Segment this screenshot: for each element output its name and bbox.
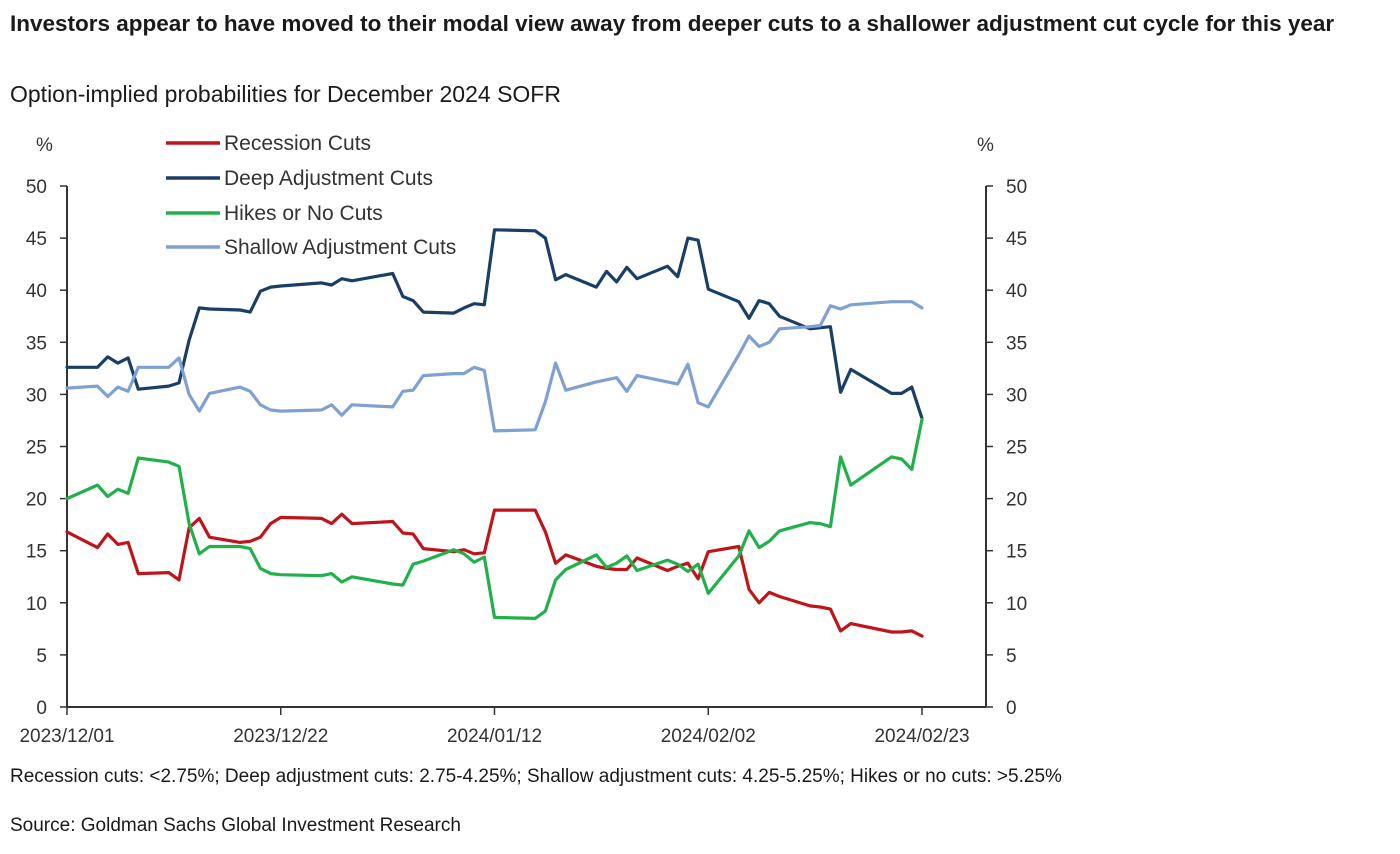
left-y-tick-label: 35	[26, 333, 47, 354]
left-y-tick-label: 45	[26, 229, 47, 250]
right-axis-unit: %	[977, 135, 994, 156]
right-y-tick-label: 0	[1006, 698, 1017, 719]
left-y-tick-label: 25	[26, 438, 47, 459]
legend-label-shallow: Shallow Adjustment Cuts	[224, 236, 456, 259]
right-y-tick-label: 30	[1006, 385, 1027, 406]
x-tick-label: 2023/12/01	[19, 726, 114, 747]
right-y-tick-label: 20	[1006, 490, 1027, 511]
series-line-hikes	[65, 417, 924, 621]
right-y-tick-label: 15	[1006, 542, 1027, 563]
right-y-tick-label: 10	[1006, 594, 1027, 615]
left-y-tick-label: 10	[26, 594, 47, 615]
left-axis-unit: %	[36, 135, 53, 156]
series-line-deep	[65, 228, 924, 420]
x-tick-label: 2024/01/12	[447, 726, 542, 747]
left-y-tick-label: 30	[26, 385, 47, 406]
left-y-tick-label: 5	[36, 646, 47, 667]
left-y-tick-label: 20	[26, 490, 47, 511]
right-y-tick-label: 50	[1006, 177, 1027, 198]
x-tick-label: 2024/02/23	[874, 726, 969, 747]
chart-legend: Recession Cuts Deep Adjustment Cuts Hikes …	[166, 132, 456, 259]
x-tick-label: 2023/12/22	[233, 726, 328, 747]
right-y-tick-label: 35	[1006, 333, 1027, 354]
legend-label-recession: Recession Cuts	[224, 132, 371, 155]
left-y-tick-label: 0	[36, 698, 47, 719]
right-y-tick-label: 25	[1006, 438, 1027, 459]
left-y-tick-label: 15	[26, 542, 47, 563]
left-y-tick-label: 40	[26, 281, 47, 302]
right-y-tick-label: 40	[1006, 281, 1027, 302]
series-line-shallow	[65, 300, 924, 433]
x-tick-label: 2024/02/02	[661, 726, 756, 747]
page-subtitle: Option-implied probabilities for Decembe…	[10, 81, 561, 107]
axes-group: 0 0 5 5 10 10 15 15 20 20 25 25 30 30 35 35 40 40 45 45 50 50…	[19, 177, 1027, 747]
left-y-tick-label: 50	[26, 177, 47, 198]
chart-footnote: Recession cuts: <2.75%; Deep adjustment …	[10, 766, 1062, 787]
chart-source: Source: Goldman Sachs Global Investment …	[10, 815, 461, 836]
right-y-tick-label: 45	[1006, 229, 1027, 250]
series-line-recession	[65, 508, 924, 638]
right-y-tick-label: 5	[1006, 646, 1017, 667]
page-title: Investors appear to have moved to their …	[10, 11, 1335, 36]
series-lines	[65, 228, 924, 638]
legend-label-hikes: Hikes or No Cuts	[224, 202, 383, 225]
legend-label-deep: Deep Adjustment Cuts	[224, 167, 433, 190]
